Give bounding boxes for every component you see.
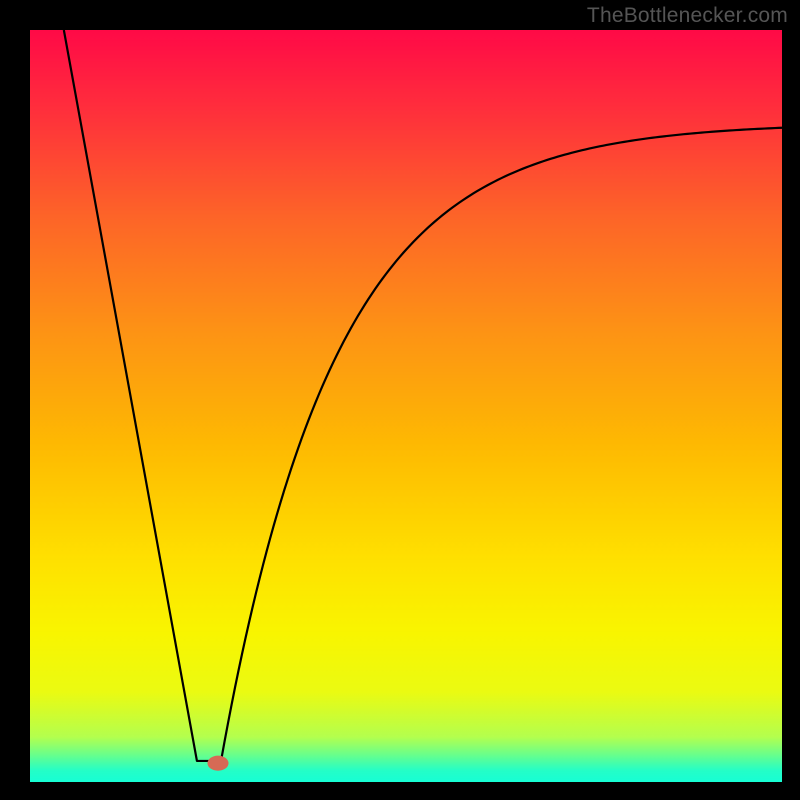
chart-stage: TheBottlenecker.com [0, 0, 800, 800]
gradient-background [30, 30, 782, 782]
watermark-text: TheBottlenecker.com [587, 4, 788, 28]
